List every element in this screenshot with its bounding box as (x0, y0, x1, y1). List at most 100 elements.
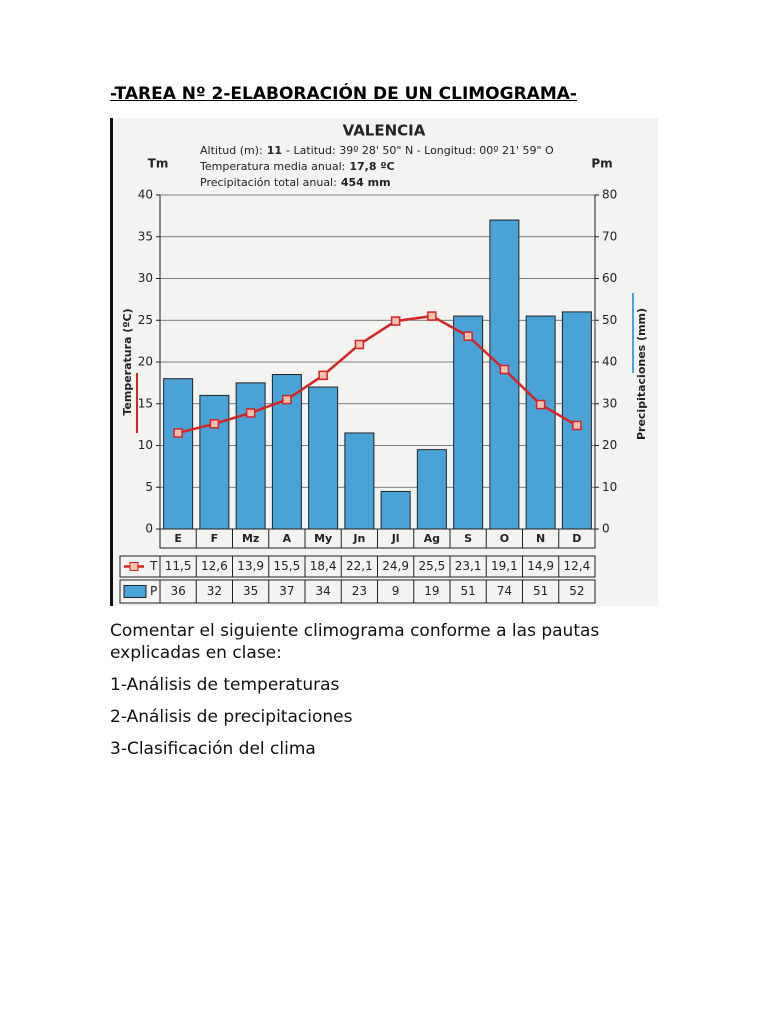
data-label: 12,4 (564, 559, 591, 573)
line-marker (173, 428, 183, 438)
info-segment: Precipitación total anual: (200, 176, 337, 189)
data-label: 9 (392, 584, 400, 598)
chart-info: Temperatura media anual: 17,8 ºC (199, 160, 395, 173)
data-label: 35 (243, 584, 258, 598)
y-tick-label: 0 (145, 522, 153, 536)
y-tick-label: 25 (138, 313, 153, 327)
paragraph: 2-Análisis de precipitaciones (110, 707, 353, 727)
bar (416, 449, 447, 530)
x-tick-label: A (283, 532, 292, 545)
y2-tick-label: 50 (602, 313, 617, 327)
data-label: 23,1 (455, 559, 482, 573)
x-tick-label: Jn (352, 532, 365, 545)
data-label: 51 (460, 584, 475, 598)
line-marker (318, 370, 328, 381)
info-segment: Temperatura media anual: (199, 160, 345, 173)
y2-tick-label: 80 (602, 188, 617, 202)
line-marker (572, 420, 582, 431)
data-label: 25,5 (419, 559, 446, 573)
chart-title: VALENCIA (343, 122, 426, 140)
x-tick-label: Mz (242, 532, 259, 545)
x-tick-label: N (536, 532, 545, 545)
x-tick-label: Ag (424, 532, 440, 545)
temperature-line (177, 314, 578, 435)
info-segment: Altitud (m): (200, 144, 263, 157)
bar (453, 315, 484, 530)
image-edge (110, 118, 113, 606)
data-label: 32 (207, 584, 222, 598)
line-marker (535, 399, 546, 410)
bar (489, 219, 520, 530)
bar (199, 394, 230, 530)
legend-swatch (123, 585, 147, 598)
data-label: 22,1 (346, 559, 373, 573)
bar (344, 432, 375, 530)
line-marker (282, 394, 292, 405)
info-segment: 11 (267, 144, 282, 157)
axis-mark (136, 373, 138, 433)
info-segment: - Latitud: 39º 28' 50" N - Longitud: 00º… (286, 144, 554, 157)
y-tick-label: 40 (138, 188, 153, 202)
chart-info: Precipitación total anual: 454 mm (200, 176, 391, 189)
x-tick-label: S (464, 532, 472, 545)
y2-tick-label: 10 (602, 480, 617, 494)
y-tick-label: 10 (138, 438, 153, 452)
y-tick-label: 15 (138, 396, 153, 410)
bar (163, 378, 194, 530)
data-label: 19,1 (491, 559, 518, 573)
y2-axis-label: Precipitaciones (mm) (635, 308, 648, 440)
data-label: 34 (315, 584, 330, 598)
paragraph: Comentar el siguiente climograma conform… (110, 621, 600, 663)
data-label: 23 (352, 584, 367, 598)
x-tick-label: E (174, 532, 182, 545)
y-unit: Tm (148, 157, 169, 171)
y-tick-label: 5 (145, 480, 153, 494)
line-marker (499, 364, 510, 375)
axis-mark (632, 293, 634, 373)
data-label: 18,4 (310, 559, 337, 573)
line-marker (245, 408, 256, 418)
info-segment: 17,8 ºC (349, 160, 394, 173)
y-tick-label: 30 (138, 271, 153, 285)
x-tick-label: O (500, 532, 509, 545)
bar (380, 490, 411, 530)
y2-unit: Pm (591, 157, 612, 171)
document-title: -TAREA Nº 2-ELABORACIÓN DE UN CLIMOGRAMA… (110, 84, 577, 104)
y2-tick-label: 20 (602, 438, 617, 452)
data-label: 14,9 (527, 559, 554, 573)
y2-tick-label: 70 (602, 229, 617, 243)
line-marker (354, 339, 365, 350)
x-tick-label: Jl (391, 532, 400, 545)
x-tick-label: F (211, 532, 219, 545)
y-tick-label: 20 (138, 355, 153, 369)
y2-tick-label: 40 (602, 355, 617, 369)
y2-tick-label: 60 (602, 271, 617, 285)
data-label: 37 (279, 584, 294, 598)
data-label: 11,5 (165, 559, 192, 573)
paragraph: 3-Clasificación del clima (110, 739, 316, 759)
data-label: 36 (170, 584, 185, 598)
data-label: 52 (569, 584, 584, 598)
x-tick-label: My (314, 532, 332, 545)
data-label: 51 (533, 584, 548, 598)
x-tick-label: D (572, 532, 581, 545)
info-segment: 454 mm (341, 176, 391, 189)
bar (235, 382, 266, 530)
data-label: 74 (497, 584, 512, 598)
line-marker (390, 316, 401, 326)
table-row (119, 555, 596, 578)
y-tick-label: 35 (138, 229, 153, 243)
line-marker (209, 419, 220, 429)
chart: VALENCIA Tm Pm Temperatura (ºC) Precipit… (110, 118, 658, 606)
data-label: 15,5 (274, 559, 301, 573)
legend-marker (129, 562, 139, 571)
y2-tick-label: 0 (602, 522, 610, 536)
y2-tick-label: 30 (602, 396, 617, 410)
bar (308, 386, 339, 530)
bar (525, 315, 556, 530)
chart-info: Altitud (m): 11 - Latitud: 39º 28' 50" N -… (200, 144, 554, 157)
legend-label: P (150, 584, 157, 598)
data-label: 19 (424, 584, 439, 598)
legend-label: T (149, 559, 158, 573)
